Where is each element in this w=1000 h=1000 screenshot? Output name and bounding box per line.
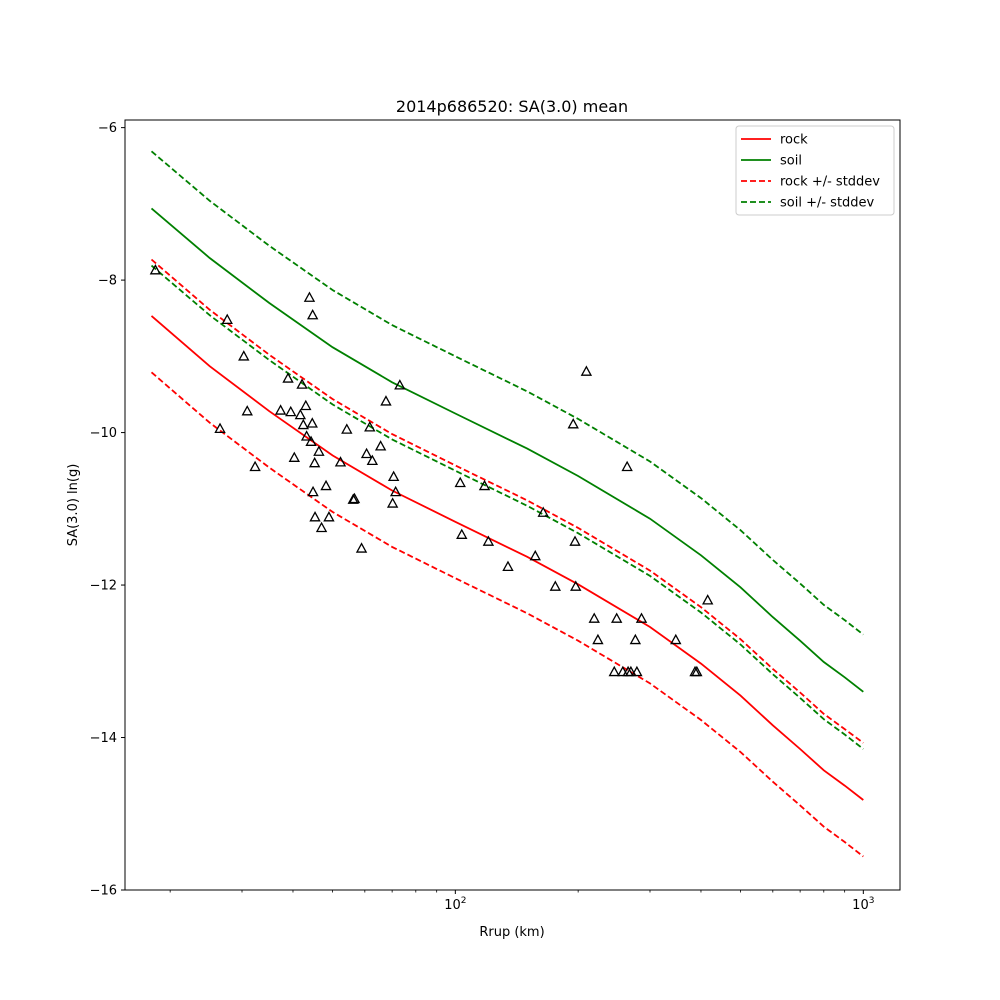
observation-marker: [380, 395, 392, 406]
y-tick-label: −16: [90, 884, 117, 899]
observation-marker: [334, 456, 347, 467]
observation-marker: [478, 479, 491, 491]
observation-marker: [320, 479, 332, 491]
observation-marker: [249, 460, 261, 472]
observation-marker: [608, 665, 620, 677]
observation-markers: [149, 264, 714, 677]
plot-frame: [124, 119, 901, 891]
observation-marker: [394, 379, 406, 390]
observation-marker: [386, 497, 399, 508]
observation-marker: [366, 454, 379, 466]
legend-label: rock: [780, 133, 808, 148]
observation-marker: [308, 456, 321, 468]
observation-marker: [610, 612, 623, 623]
observation-marker: [592, 633, 604, 645]
observation-marker: [702, 594, 714, 605]
observation-marker: [285, 405, 297, 417]
observation-marker: [307, 485, 319, 497]
observation-marker: [537, 506, 549, 517]
legend-label: rock +/- stddev: [780, 175, 880, 190]
observation-marker: [629, 633, 642, 645]
observation-marker: [529, 549, 541, 561]
observation-marker: [387, 470, 400, 482]
observation-marker: [625, 665, 637, 677]
observation-marker: [670, 633, 682, 645]
y-tick-label: −14: [90, 731, 117, 746]
observation-marker: [306, 417, 318, 428]
observation-marker: [621, 460, 633, 472]
observation-marker: [389, 485, 402, 497]
observation-marker: [300, 399, 312, 411]
observation-marker: [323, 511, 335, 522]
observation-marker: [691, 665, 703, 677]
observation-marker: [454, 476, 466, 488]
observation-marker: [149, 264, 162, 275]
y-tick-label: −12: [90, 579, 117, 594]
observation-marker: [309, 511, 321, 522]
axis-ticks: −16 −14 −12 −10 −8 −6 102 103: [90, 121, 875, 913]
x-tick-label: 102: [444, 896, 466, 913]
observation-marker: [288, 451, 301, 462]
legend-box: [735, 125, 895, 216]
observation-marker: [214, 422, 226, 434]
observation-marker: [567, 418, 579, 429]
observation-marker: [588, 612, 600, 623]
observation-marker: [374, 440, 387, 451]
observation-marker: [364, 421, 376, 432]
legend-label: soil: [780, 154, 802, 169]
observation-marker: [341, 423, 353, 434]
series-line-4: [150, 150, 864, 636]
observation-marker: [282, 372, 294, 383]
x-tick-label: 103: [852, 896, 874, 913]
plot-area: [125, 120, 900, 890]
observation-marker: [569, 535, 581, 546]
observation-marker: [355, 542, 368, 553]
series-line-0: [150, 315, 864, 801]
legend: rock soil rock +/- stddev soil +/- stddev: [735, 125, 895, 216]
observation-marker: [348, 492, 361, 504]
observation-marker: [456, 528, 468, 539]
observation-marker: [360, 447, 373, 459]
observation-marker: [303, 291, 316, 302]
chart-title: 2014p686520: SA(3.0) mean: [396, 97, 628, 116]
observation-marker: [631, 665, 643, 677]
observation-marker: [305, 435, 317, 446]
y-tick-label: −6: [98, 121, 117, 136]
series-line-1: [150, 207, 864, 693]
observation-marker: [549, 580, 561, 591]
observation-marker: [274, 404, 287, 415]
observation-marker: [241, 405, 253, 416]
observation-marker: [296, 378, 308, 389]
y-tick-label: −8: [98, 274, 117, 289]
observation-marker: [221, 313, 233, 324]
observation-marker: [300, 430, 313, 441]
legend-label: soil +/- stddev: [780, 196, 875, 211]
observation-marker: [313, 445, 325, 456]
y-axis-label: SA(3.0) ln(g): [66, 464, 81, 547]
observation-marker: [570, 580, 582, 591]
series-line-2: [150, 258, 864, 744]
observation-marker: [238, 350, 250, 361]
observation-marker: [294, 408, 307, 420]
x-axis-label: Rrup (km): [479, 925, 544, 940]
observation-marker: [347, 493, 359, 504]
observation-marker: [306, 309, 319, 320]
observation-marker: [297, 418, 310, 430]
y-tick-label: −10: [90, 426, 117, 441]
observation-marker: [635, 612, 648, 623]
observation-marker: [482, 535, 495, 546]
observation-marker: [502, 560, 514, 572]
observation-marker: [580, 365, 593, 376]
series-line-3: [150, 371, 864, 858]
observation-marker: [315, 521, 328, 533]
